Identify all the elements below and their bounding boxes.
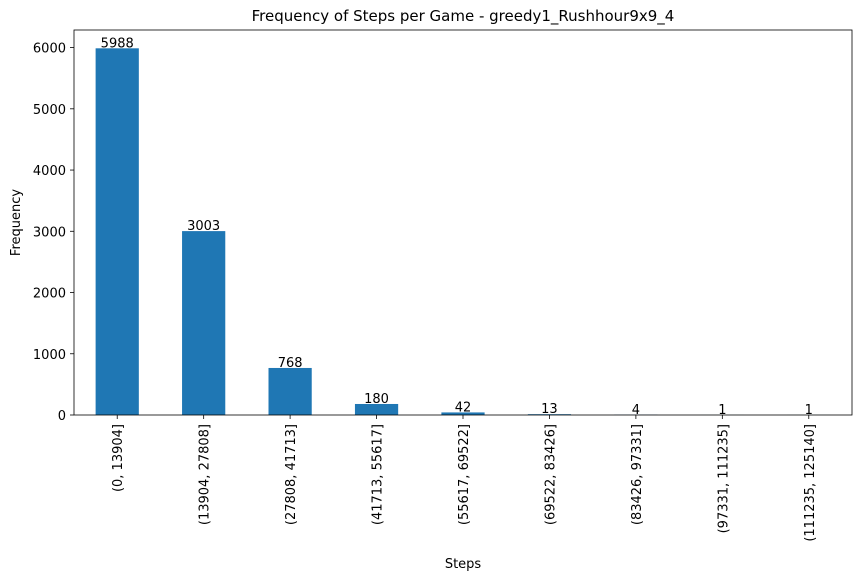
y-tick-label: 3000	[33, 225, 66, 240]
plot-frame	[73, 29, 853, 416]
x-axis: (0, 13904] (13904, 27808] (27808, 41713] (4…	[111, 415, 818, 542]
x-tick-label: (97331, 111235]	[716, 424, 731, 533]
y-axis: 0 1000 2000 3000 4000 5000 6000	[33, 42, 74, 424]
x-tick-label: (13904, 27808]	[198, 424, 213, 525]
bar-value-label: 5988	[101, 36, 134, 51]
bar-value-label: 180	[364, 392, 389, 407]
y-tick-label: 1000	[33, 348, 66, 363]
bar-value-label: 42	[455, 400, 472, 415]
bar	[441, 412, 485, 415]
bar-value-label: 1	[805, 403, 813, 418]
x-tick-label: (69522, 83426]	[543, 424, 558, 525]
x-tick-label: (55617, 69522]	[457, 424, 472, 525]
bar	[268, 367, 312, 415]
bar-value-label: 4	[632, 403, 640, 418]
bar	[354, 403, 399, 415]
x-tick-label: (0, 13904]	[111, 424, 126, 492]
bar-labels-group: 5988 3003 768 180 42 13 4 1 1	[101, 36, 813, 418]
y-tick-label: 2000	[33, 287, 66, 302]
x-tick-label: (41713, 55617]	[371, 424, 386, 525]
bar-value-label: 768	[278, 356, 303, 371]
bar-value-label: 1	[718, 403, 726, 418]
x-tick-label: (27808, 41713]	[284, 424, 299, 525]
chart-title: Frequency of Steps per Game - greedy1_Ru…	[252, 7, 675, 26]
y-tick-label: 4000	[33, 164, 66, 179]
x-tick-label: (83426, 97331]	[630, 424, 645, 525]
y-tick-label: 5000	[33, 103, 66, 118]
x-tick-label: (111235, 125140]	[803, 424, 818, 542]
y-tick-label: 0	[58, 409, 66, 424]
x-axis-title: Steps	[445, 557, 482, 572]
y-tick-label: 6000	[33, 42, 66, 57]
bar	[182, 231, 226, 415]
bar	[95, 48, 139, 416]
bars-group	[95, 48, 831, 416]
bar-value-label: 3003	[187, 219, 220, 234]
y-axis-title: Frequency	[9, 189, 24, 256]
bar-value-label: 13	[541, 402, 558, 417]
